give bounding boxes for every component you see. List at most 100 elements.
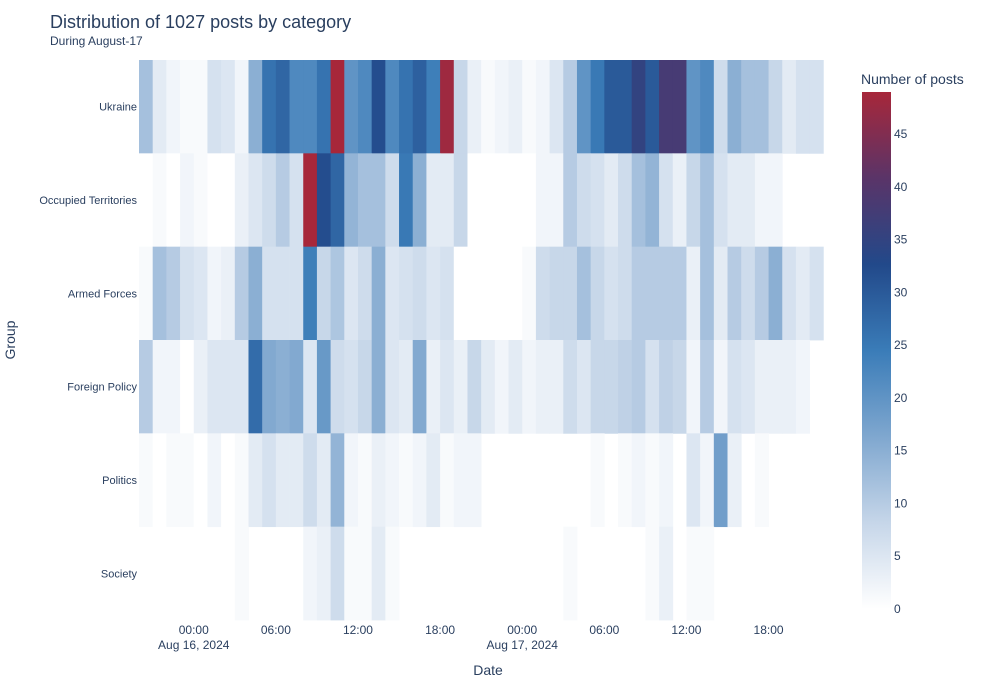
heatmap-cell[interactable] <box>399 246 414 341</box>
heatmap-cell[interactable] <box>522 340 537 434</box>
heatmap-cell[interactable] <box>193 246 208 341</box>
heatmap-cell[interactable] <box>590 60 605 154</box>
heatmap-cell[interactable] <box>631 60 646 154</box>
heatmap-cell[interactable] <box>316 60 332 154</box>
heatmap-cell[interactable] <box>618 60 633 154</box>
heatmap-cell[interactable] <box>371 526 386 621</box>
heatmap-cell[interactable] <box>385 526 400 621</box>
heatmap-cell[interactable] <box>234 526 249 621</box>
heatmap-cell[interactable] <box>262 340 277 434</box>
heatmap-cell[interactable] <box>741 340 756 434</box>
heatmap-cell[interactable] <box>385 60 400 154</box>
heatmap-cell[interactable] <box>275 246 290 341</box>
heatmap-cell[interactable] <box>659 60 674 154</box>
heatmap-cell[interactable] <box>344 340 359 434</box>
heatmap-cell[interactable] <box>522 153 537 248</box>
heatmap-cell[interactable] <box>672 60 687 154</box>
heatmap-cell[interactable] <box>467 433 482 528</box>
heatmap-cell[interactable] <box>604 340 619 434</box>
heatmap-cell[interactable] <box>604 246 619 341</box>
heatmap-cell[interactable] <box>618 340 633 434</box>
heatmap-cell[interactable] <box>754 60 769 154</box>
heatmap-cell[interactable] <box>549 153 564 248</box>
heatmap-cell[interactable] <box>426 153 441 248</box>
heatmap-cell[interactable] <box>618 246 633 341</box>
heatmap-cell[interactable] <box>316 526 332 621</box>
heatmap-cell[interactable] <box>576 246 592 341</box>
heatmap-cell[interactable] <box>494 60 509 154</box>
heatmap-cell[interactable] <box>535 246 550 341</box>
heatmap-cell[interactable] <box>399 153 414 248</box>
heatmap-cell[interactable] <box>467 246 482 341</box>
heatmap-cell[interactable] <box>686 526 701 621</box>
heatmap-cell[interactable] <box>727 340 742 434</box>
heatmap-cell[interactable] <box>754 433 769 528</box>
heatmap-cell[interactable] <box>316 153 332 248</box>
heatmap-cell[interactable] <box>631 246 646 341</box>
heatmap-cell[interactable] <box>344 433 359 528</box>
heatmap-cell[interactable] <box>303 246 318 341</box>
heatmap-cell[interactable] <box>426 246 441 341</box>
heatmap-cell[interactable] <box>576 153 592 248</box>
heatmap-cell[interactable] <box>207 246 222 341</box>
heatmap-cell[interactable] <box>563 153 578 248</box>
heatmap-cell[interactable] <box>713 433 728 528</box>
heatmap-cell[interactable] <box>713 246 728 341</box>
heatmap-cell[interactable] <box>193 153 208 248</box>
heatmap-cell[interactable] <box>139 246 154 341</box>
heatmap-cell[interactable] <box>166 433 181 528</box>
heatmap-cell[interactable] <box>508 153 523 248</box>
heatmap-cell[interactable] <box>289 433 304 528</box>
heatmap-cell[interactable] <box>768 340 783 434</box>
heatmap-cell[interactable] <box>221 433 236 528</box>
heatmap-cell[interactable] <box>686 153 701 248</box>
heatmap-cell[interactable] <box>275 433 290 528</box>
heatmap-cell[interactable] <box>453 340 468 434</box>
heatmap-cell[interactable] <box>700 526 715 621</box>
heatmap-cell[interactable] <box>522 246 537 341</box>
heatmap-cell[interactable] <box>234 340 249 434</box>
heatmap-cell[interactable] <box>344 153 359 248</box>
heatmap-cell[interactable] <box>467 153 482 248</box>
heatmap-cell[interactable] <box>316 433 332 528</box>
heatmap-cell[interactable] <box>357 246 373 341</box>
heatmap-cell[interactable] <box>795 340 811 434</box>
heatmap-cell[interactable] <box>357 153 373 248</box>
heatmap-cell[interactable] <box>152 340 167 434</box>
heatmap-cell[interactable] <box>166 340 181 434</box>
heatmap-cell[interactable] <box>207 340 222 434</box>
heatmap-cell[interactable] <box>426 433 441 528</box>
heatmap-cell[interactable] <box>494 153 509 248</box>
heatmap-cell[interactable] <box>275 340 290 434</box>
heatmap-cell[interactable] <box>522 60 537 154</box>
heatmap-cell[interactable] <box>289 60 304 154</box>
heatmap-cell[interactable] <box>659 433 674 528</box>
heatmap-cell[interactable] <box>631 340 646 434</box>
heatmap-cell[interactable] <box>357 526 373 621</box>
heatmap-cell[interactable] <box>303 153 318 248</box>
heatmap-cell[interactable] <box>193 60 208 154</box>
heatmap-cell[interactable] <box>659 153 674 248</box>
heatmap-cell[interactable] <box>412 246 427 341</box>
heatmap-cell[interactable] <box>303 340 318 434</box>
heatmap-cell[interactable] <box>686 246 701 341</box>
heatmap-cell[interactable] <box>139 340 154 434</box>
heatmap-cell[interactable] <box>782 246 797 341</box>
heatmap-cell[interactable] <box>795 246 811 341</box>
heatmap-cell[interactable] <box>426 340 441 434</box>
heatmap-cell[interactable] <box>166 153 181 248</box>
heatmap-cell[interactable] <box>481 340 496 434</box>
heatmap-cell[interactable] <box>467 60 482 154</box>
heatmap-cell[interactable] <box>357 340 373 434</box>
heatmap-cell[interactable] <box>494 246 509 341</box>
heatmap-cell[interactable] <box>590 433 605 528</box>
heatmap-cell[interactable] <box>659 526 674 621</box>
heatmap-cell[interactable] <box>262 246 277 341</box>
heatmap-cell[interactable] <box>659 340 674 434</box>
heatmap-cell[interactable] <box>768 246 783 341</box>
heatmap-cell[interactable] <box>289 153 304 248</box>
heatmap-cell[interactable] <box>385 340 400 434</box>
heatmap-cell[interactable] <box>139 433 154 528</box>
heatmap-cell[interactable] <box>563 526 578 621</box>
